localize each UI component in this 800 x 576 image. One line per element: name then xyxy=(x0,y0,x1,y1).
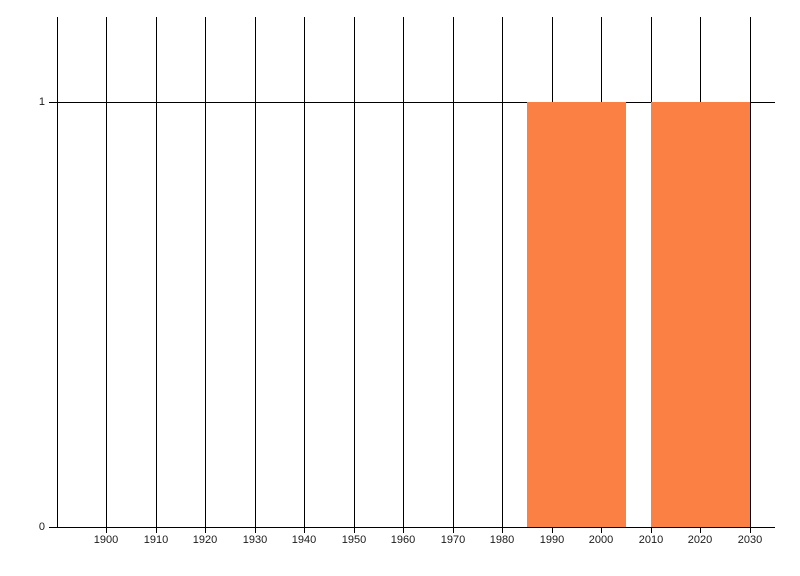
x-tick xyxy=(453,528,454,533)
x-tick-label: 1930 xyxy=(242,534,268,546)
x-tick-label: 2030 xyxy=(737,534,763,546)
x-tick-label: 2020 xyxy=(687,534,713,546)
x-gridline xyxy=(502,17,503,527)
x-tick xyxy=(354,528,355,533)
x-tick-label: 1950 xyxy=(341,534,367,546)
x-tick-label: 1960 xyxy=(390,534,416,546)
x-gridline xyxy=(205,17,206,527)
x-tick xyxy=(651,528,652,533)
x-tick-label: 1990 xyxy=(539,534,565,546)
y-tick-label: 0 xyxy=(38,521,45,533)
x-tick-label: 1910 xyxy=(143,534,169,546)
x-tick-label: 1940 xyxy=(291,534,317,546)
x-gridline xyxy=(750,17,751,527)
x-tick xyxy=(205,528,206,533)
x-tick xyxy=(255,528,256,533)
y-gridline xyxy=(49,102,775,103)
x-gridline xyxy=(403,17,404,527)
x-gridline xyxy=(255,17,256,527)
x-gridline xyxy=(57,17,58,527)
x-tick-label: 2010 xyxy=(638,534,664,546)
x-tick xyxy=(700,528,701,533)
x-tick xyxy=(403,528,404,533)
x-tick xyxy=(552,528,553,533)
x-tick xyxy=(502,528,503,533)
x-tick xyxy=(106,528,107,533)
timeline-bar xyxy=(651,102,750,527)
x-tick-label: 2000 xyxy=(588,534,614,546)
x-tick xyxy=(156,528,157,533)
x-tick-label: 1980 xyxy=(489,534,515,546)
x-gridline xyxy=(354,17,355,527)
timeline-bar xyxy=(527,102,626,527)
x-gridline xyxy=(453,17,454,527)
x-gridline xyxy=(106,17,107,527)
x-tick xyxy=(304,528,305,533)
x-axis-line xyxy=(49,527,775,528)
x-tick-label: 1970 xyxy=(440,534,466,546)
x-tick xyxy=(750,528,751,533)
x-gridline xyxy=(156,17,157,527)
y-tick-label: 1 xyxy=(38,96,45,108)
x-tick xyxy=(601,528,602,533)
x-tick-label: 1900 xyxy=(93,534,119,546)
x-gridline xyxy=(304,17,305,527)
x-tick-label: 1920 xyxy=(192,534,218,546)
